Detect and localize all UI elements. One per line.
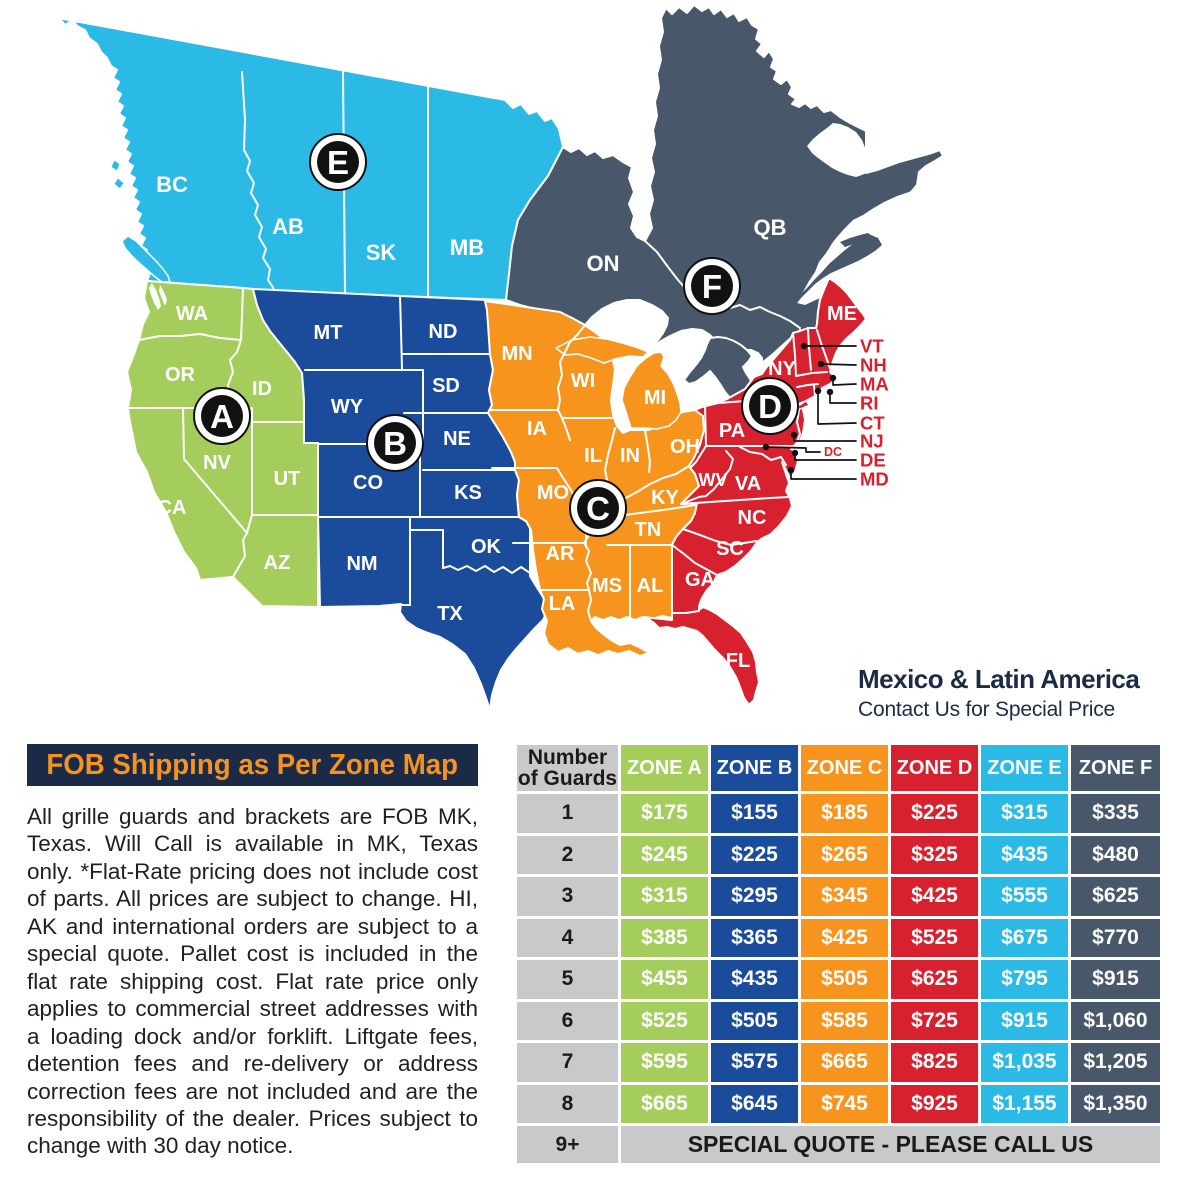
svg-text:TN: TN (635, 519, 662, 541)
svg-text:VA: VA (735, 473, 761, 495)
svg-text:NE: NE (443, 428, 471, 450)
svg-text:MO: MO (537, 482, 569, 504)
svg-text:DC: DC (824, 445, 842, 459)
svg-text:AZ: AZ (264, 552, 291, 574)
svg-text:NM: NM (346, 553, 377, 575)
svg-text:MD: MD (860, 469, 889, 490)
svg-text:NY: NY (768, 358, 796, 380)
svg-text:OR: OR (165, 364, 196, 386)
svg-text:ME: ME (827, 303, 857, 325)
svg-text:BC: BC (156, 172, 188, 197)
svg-text:IN: IN (620, 445, 640, 467)
svg-text:WA: WA (176, 303, 208, 325)
svg-text:ON: ON (587, 251, 620, 276)
svg-text:UT: UT (274, 468, 301, 490)
svg-text:VT: VT (860, 336, 884, 357)
svg-text:KS: KS (454, 482, 482, 504)
svg-text:ID: ID (252, 378, 272, 400)
svg-text:FL: FL (726, 650, 750, 672)
svg-text:WV: WV (699, 470, 728, 490)
svg-text:SK: SK (366, 240, 397, 265)
svg-text:D: D (758, 388, 782, 425)
svg-text:NC: NC (738, 507, 767, 529)
svg-text:OK: OK (471, 536, 502, 558)
svg-text:MT: MT (314, 322, 343, 344)
svg-text:LA: LA (549, 593, 576, 615)
svg-text:WI: WI (571, 370, 595, 392)
svg-text:MB: MB (450, 235, 484, 260)
svg-text:AL: AL (637, 575, 664, 597)
svg-text:TX: TX (437, 603, 463, 625)
svg-text:NH: NH (860, 355, 887, 376)
svg-text:CT: CT (860, 413, 885, 434)
svg-text:NV: NV (203, 452, 231, 474)
svg-text:C: C (586, 490, 610, 527)
svg-text:MN: MN (501, 343, 532, 365)
svg-text:AB: AB (272, 214, 304, 239)
svg-text:ND: ND (429, 321, 458, 343)
svg-text:QB: QB (754, 215, 787, 240)
svg-text:WY: WY (331, 396, 364, 418)
svg-text:CO: CO (353, 472, 383, 494)
svg-text:AR: AR (546, 543, 575, 565)
svg-text:E: E (327, 144, 349, 181)
svg-text:PA: PA (719, 420, 745, 442)
svg-text:F: F (702, 268, 722, 305)
svg-text:MS: MS (592, 575, 622, 597)
svg-text:B: B (383, 425, 407, 462)
svg-text:DE: DE (860, 450, 886, 471)
svg-text:IA: IA (527, 418, 547, 440)
svg-text:CA: CA (158, 497, 187, 519)
svg-text:MI: MI (644, 387, 666, 409)
svg-text:MA: MA (860, 374, 889, 395)
svg-text:A: A (210, 398, 234, 435)
svg-text:KY: KY (651, 487, 679, 509)
svg-text:SD: SD (432, 375, 460, 397)
svg-text:RI: RI (860, 393, 879, 414)
svg-text:OH: OH (670, 436, 700, 458)
svg-text:NJ: NJ (860, 431, 884, 452)
svg-text:SC: SC (716, 538, 744, 560)
svg-text:IL: IL (584, 445, 602, 467)
svg-text:GA: GA (685, 569, 715, 591)
